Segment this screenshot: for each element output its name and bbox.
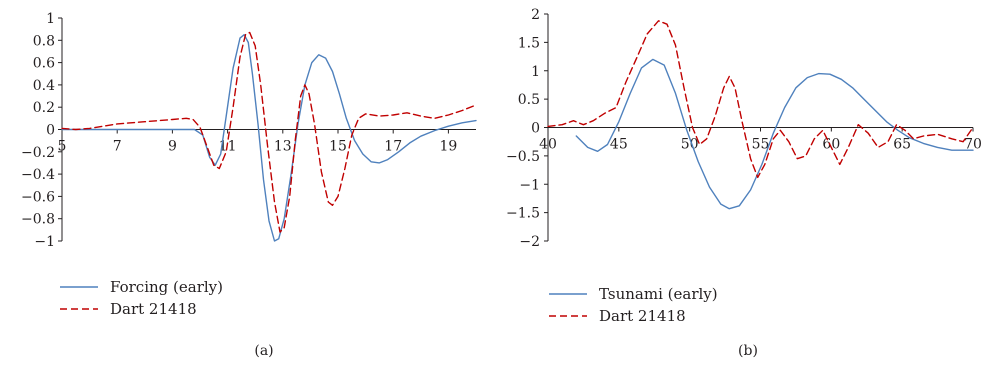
x-tick-label: 15 — [329, 139, 347, 155]
y-tick-label: −0.2 — [21, 145, 55, 161]
x-tick-label: 13 — [274, 139, 292, 155]
x-tick-label: 65 — [893, 137, 911, 153]
y-tick-label: 0 — [531, 121, 540, 137]
x-tick-label: 45 — [610, 137, 628, 153]
y-tick-label: 0 — [46, 123, 55, 139]
x-tick-label: 60 — [822, 137, 840, 153]
series-line-1 — [61, 34, 477, 242]
x-tick-label: 7 — [113, 139, 122, 155]
y-tick-label: 0.8 — [33, 33, 55, 49]
y-tick-label: 1 — [531, 64, 540, 80]
y-tick-label: −0.4 — [21, 167, 55, 183]
x-tick-label: 55 — [752, 137, 770, 153]
series-line-2 — [61, 31, 477, 233]
series-line-2 — [547, 20, 974, 179]
legend-label: Dart 21418 — [599, 307, 686, 325]
y-tick-label: 2 — [531, 7, 540, 23]
y-tick-label: −1.5 — [506, 206, 540, 222]
y-tick-label: 1.5 — [518, 35, 540, 51]
y-tick-label: −0.8 — [21, 212, 55, 228]
x-tick-label: 5 — [58, 139, 67, 155]
x-tick-label: 17 — [384, 139, 402, 155]
chart-panel-a: −1−0.8−0.6−0.4−0.200.20.40.60.815 7 9 11 13 1… — [21, 11, 477, 359]
x-tick-label: 9 — [168, 139, 177, 155]
y-tick-label: −2 — [519, 234, 540, 250]
y-tick-label: 0.2 — [33, 100, 55, 116]
y-tick-label: −1 — [519, 177, 540, 193]
y-tick-label: 0.6 — [33, 56, 55, 72]
series-line-1 — [575, 58, 974, 210]
x-tick-label: 40 — [539, 137, 557, 153]
y-tick-label: −1 — [34, 234, 55, 250]
y-tick-label: 1 — [46, 11, 55, 27]
panel-label: (b) — [738, 343, 758, 359]
y-tick-label: −0.5 — [506, 149, 540, 165]
legend-label: Forcing (early) — [110, 278, 223, 296]
y-tick-label: 0.5 — [518, 92, 540, 108]
legend-label: Dart 21418 — [110, 300, 197, 318]
panel-label: (a) — [254, 343, 273, 359]
y-tick-label: −0.6 — [21, 189, 55, 205]
legend-label: Tsunami (early) — [599, 285, 718, 303]
x-tick-label: 70 — [964, 137, 982, 153]
x-tick-label: 19 — [439, 139, 457, 155]
y-tick-label: 0.4 — [33, 78, 55, 94]
